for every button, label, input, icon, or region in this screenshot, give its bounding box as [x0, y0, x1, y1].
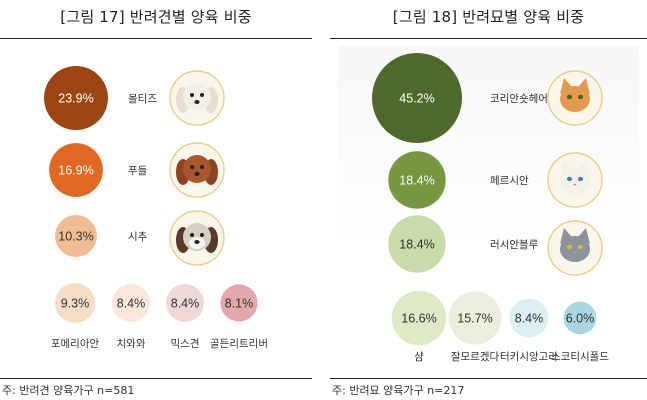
category-label: 터키시앙고라 [500, 351, 558, 363]
category-label: 시추 [128, 231, 148, 243]
bottom-rule [0, 378, 312, 379]
bubble-value-label: 18.4% [399, 238, 434, 252]
bubble-1 [372, 53, 462, 143]
bubble-4 [391, 290, 447, 346]
category-label: 포메리아안 [51, 338, 100, 350]
panel-title: [그림 18] 반려묘별 양육 비중 [392, 8, 585, 26]
bubble-5 [112, 284, 150, 322]
dog-bubble-chart: 23.9% 몰티즈 16.9% 푸들 10.3% 시추 9.3% 포메리아안 8.4% 치와와 8.… [44, 66, 268, 350]
category-label: 골든리트리버 [210, 338, 268, 350]
bubble-value-label: 6.0% [566, 312, 595, 326]
footnote: 주: 반려견 양육가구 n=581 [2, 384, 135, 397]
category-label: 코리안숏헤어 [490, 92, 548, 105]
bubble-value-label: 10.3% [58, 230, 93, 244]
bubble-6 [166, 284, 204, 322]
shih-tzu-dog-icon [169, 210, 225, 266]
bubble-value-label: 23.9% [58, 92, 93, 106]
bubble-5 [448, 291, 502, 345]
korean-shorthair-cat-icon [547, 70, 603, 126]
category-label: 믹스견 [171, 338, 200, 350]
top-rule [0, 38, 312, 39]
dog-breed-panel: [그림 17] 반려견별 양육 비중 23.9% 몰티즈 16.9% 푸들 10.3% 시… [0, 0, 312, 400]
category-label: 잘모르겠다 [451, 351, 500, 363]
russian-blue-cat-icon [547, 220, 603, 276]
bubble-value-label: 9.3% [61, 297, 90, 311]
category-label: 몰티즈 [128, 93, 157, 105]
bubble-6 [509, 298, 549, 338]
category-label: 샴 [414, 351, 424, 363]
cat-breed-panel: [그림 18] 반려묘별 양육 비중 45.2% 코리안숏헤어 18.4% 페르시안 1… [330, 0, 647, 400]
bubble-7 [563, 301, 597, 335]
category-label: 러시안블루 [490, 239, 539, 251]
category-label: 페르시안 [490, 175, 529, 187]
bubble-value-label: 8.4% [117, 297, 146, 311]
panel-title: [그림 17] 반려견별 양육 비중 [60, 8, 252, 26]
cat-bubble-chart: 45.2% 코리안숏헤어 18.4% 페르시안 18.4% 러시안블루 16.6% 샴 15.7… [372, 53, 609, 363]
bubble-7 [220, 284, 258, 322]
bubble-2 [388, 151, 446, 209]
top-rule [330, 38, 647, 39]
bubble-3 [388, 215, 446, 273]
maltese-dog-icon [169, 70, 225, 126]
poodle-dog-icon [169, 142, 225, 198]
bubble-2 [49, 143, 103, 197]
bubble-3 [55, 215, 97, 257]
bubble-value-label: 8.4% [171, 297, 200, 311]
bubble-value-label: 8.1% [225, 297, 254, 311]
footnote: 주: 반려묘 양육가구 n=217 [332, 384, 465, 397]
bubble-value-label: 15.7% [457, 312, 492, 326]
bottom-rule [330, 378, 647, 379]
category-label: 치와와 [117, 338, 146, 350]
bubble-value-label: 16.6% [401, 312, 436, 326]
bubble-1 [44, 66, 108, 130]
bubble-value-label: 8.4% [515, 312, 544, 326]
bubble-value-label: 18.4% [399, 174, 434, 188]
bubble-4 [55, 283, 95, 323]
bubble-value-label: 16.9% [58, 164, 93, 178]
category-label: 푸들 [128, 165, 148, 177]
category-label: 스코티시폴드 [551, 351, 609, 363]
bubble-value-label: 45.2% [399, 92, 434, 106]
persian-cat-icon [547, 152, 603, 208]
